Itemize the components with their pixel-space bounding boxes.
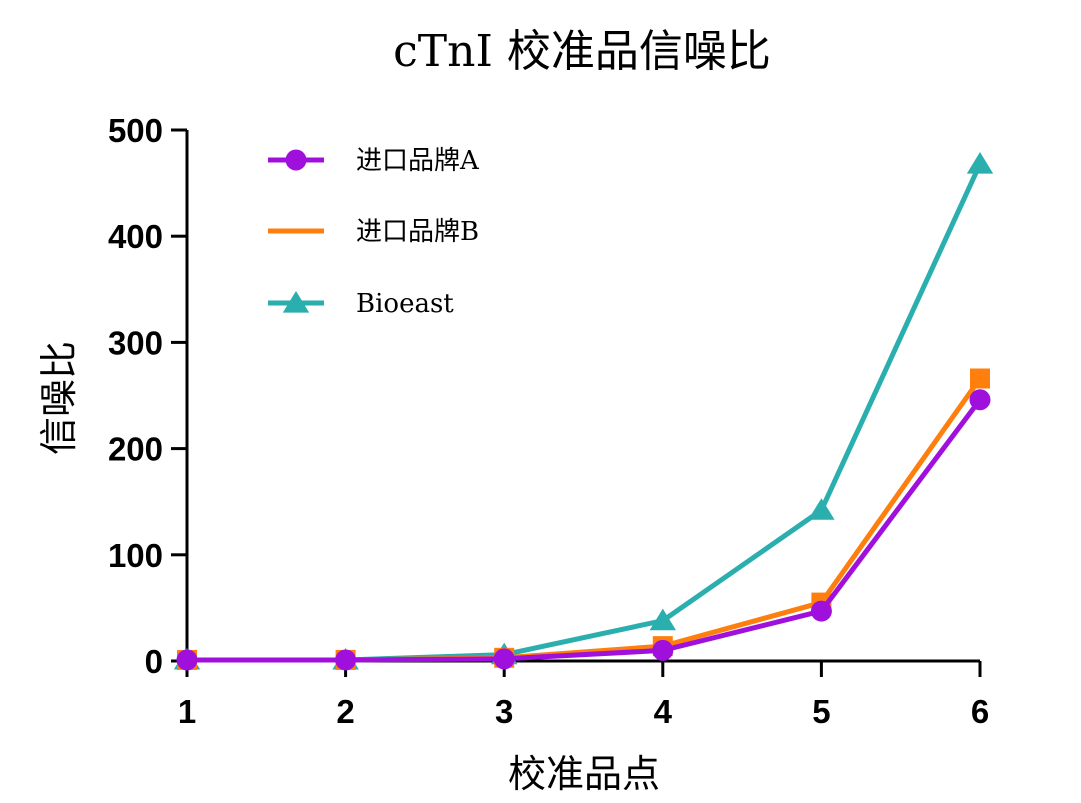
axes (185, 130, 980, 663)
y-tick-label: 200 (108, 431, 163, 468)
y-tick-label: 500 (108, 112, 163, 149)
legend-label: 进口品牌B (356, 217, 479, 247)
data-point-circle (969, 389, 991, 411)
x-tick-label: 5 (812, 693, 830, 730)
data-point-square (970, 368, 990, 389)
x-ticks: 1 2 3 4 5 6 (178, 661, 989, 730)
y-axis-title: 信噪比 (37, 341, 81, 455)
legend-label: Bioeast (356, 289, 454, 319)
legend-item: 进口品牌B (268, 217, 479, 247)
data-point-circle (810, 600, 832, 622)
y-tick-label: 400 (108, 218, 163, 255)
x-axis-title: 校准品点 (508, 752, 660, 796)
y-ticks: 0 100 200 300 400 500 (108, 112, 187, 680)
x-tick-label: 1 (178, 693, 196, 730)
legend-marker-circle (285, 149, 307, 171)
data-point-circle (493, 648, 515, 670)
series-layer (173, 151, 994, 671)
data-point-circle (176, 649, 198, 671)
legend-item: 进口品牌A (268, 146, 480, 176)
y-tick-label: 0 (145, 643, 163, 680)
legend-marker-triangle (282, 291, 310, 313)
data-point-triangle (966, 151, 994, 174)
series-line (187, 398, 982, 663)
data-point-circle (335, 649, 357, 671)
series-1 (176, 389, 991, 671)
data-point-triangle (808, 498, 835, 520)
y-tick-label: 300 (108, 324, 163, 361)
x-tick-label: 2 (336, 693, 354, 730)
data-point-triangle (649, 608, 676, 631)
chart-title: cTnI 校准品信噪比 (393, 26, 771, 77)
series-line (187, 162, 983, 663)
x-tick-label: 6 (971, 693, 989, 730)
x-tick-label: 4 (654, 693, 673, 730)
data-point-circle (652, 639, 674, 661)
y-tick-label: 100 (108, 537, 163, 574)
legend: 进口品牌A 进口品牌B Bioeast (268, 146, 480, 319)
legend-item: Bioeast (268, 289, 454, 319)
x-tick-label: 3 (495, 693, 513, 730)
legend-label: 进口品牌A (356, 146, 480, 176)
